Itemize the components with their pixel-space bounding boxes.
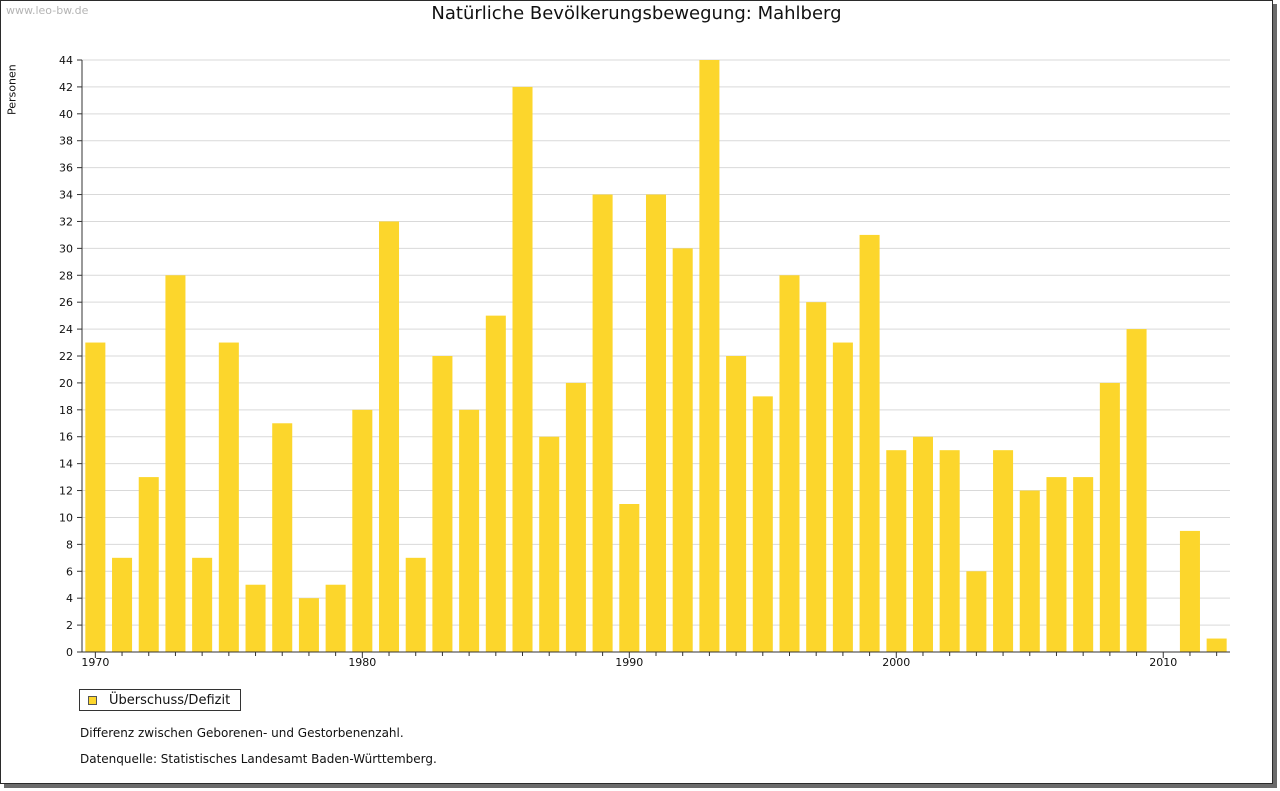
bar-1996 — [779, 275, 800, 652]
y-tick-label: 16 — [59, 431, 73, 444]
chart-title: Natürliche Bevölkerungsbewegung: Mahlber… — [431, 3, 842, 24]
y-tick-label: 42 — [59, 81, 73, 94]
bar-2011 — [1179, 530, 1200, 652]
bar-1970 — [85, 342, 106, 652]
bar-2009 — [1126, 329, 1147, 652]
bar-1998 — [832, 342, 853, 652]
y-tick-label: 30 — [59, 242, 73, 255]
bar-1997 — [806, 302, 827, 652]
bar-1988 — [565, 382, 586, 652]
y-tick-label: 18 — [59, 404, 73, 417]
bar-chart: 0246810121416182022242628303234363840424… — [59, 54, 1230, 669]
y-tick-label: 36 — [59, 162, 73, 175]
bar-1999 — [859, 234, 880, 652]
y-tick-label: 0 — [66, 646, 73, 659]
legend: Überschuss/Defizit — [79, 689, 242, 711]
bar-1976 — [245, 584, 266, 652]
bar-1981 — [379, 221, 400, 653]
bar-1990 — [619, 504, 640, 652]
bar-1983 — [432, 356, 453, 652]
x-tick-label: 1990 — [615, 656, 643, 669]
y-tick-label: 44 — [59, 54, 73, 67]
bar-1984 — [459, 409, 480, 652]
bar-2006 — [1046, 477, 1067, 652]
x-tick-label: 1970 — [81, 656, 109, 669]
y-tick-label: 34 — [59, 189, 73, 202]
bar-1974 — [192, 557, 213, 652]
bar-2005 — [1019, 490, 1040, 652]
bar-2000 — [886, 450, 907, 652]
bar-2003 — [966, 571, 987, 652]
bar-1982 — [405, 557, 426, 652]
axes — [77, 59, 1230, 658]
bar-1993 — [699, 60, 720, 652]
chart-description: Differenz zwischen Geborenen- und Gestor… — [80, 726, 404, 740]
bar-1987 — [539, 436, 560, 652]
bar-2007 — [1073, 477, 1094, 652]
y-tick-label: 6 — [66, 565, 73, 578]
data-source: Datenquelle: Statistisches Landesamt Bad… — [80, 752, 437, 766]
y-tick-label: 22 — [59, 350, 73, 363]
legend-label: Überschuss/Defizit — [109, 692, 231, 708]
y-tick-label: 10 — [59, 511, 73, 524]
legend-swatch — [88, 695, 97, 705]
y-tick-label: 32 — [59, 215, 73, 228]
bar-1995 — [752, 396, 773, 652]
bar-2008 — [1099, 382, 1120, 652]
x-tick-label: 1980 — [348, 656, 376, 669]
bar-1978 — [298, 598, 319, 652]
y-tick-labels: 0246810121416182022242628303234363840424… — [59, 54, 73, 659]
y-tick-label: 2 — [66, 619, 73, 632]
y-tick-label: 12 — [59, 485, 73, 498]
bar-1979 — [325, 584, 346, 652]
y-tick-label: 14 — [59, 458, 73, 471]
watermark: www.leo-bw.de — [6, 4, 89, 17]
bar-2001 — [912, 436, 933, 652]
y-tick-label: 24 — [59, 323, 73, 336]
bar-2004 — [993, 450, 1014, 652]
y-tick-label: 8 — [66, 538, 73, 551]
y-tick-label: 38 — [59, 135, 73, 148]
bar-1971 — [112, 557, 133, 652]
bar-1992 — [672, 248, 693, 652]
bar-1975 — [218, 342, 239, 652]
bar-2012 — [1206, 638, 1227, 652]
y-tick-label: 26 — [59, 296, 73, 309]
y-tick-label: 28 — [59, 269, 73, 282]
bar-1972 — [138, 477, 159, 652]
bar-1973 — [165, 275, 186, 652]
bar-1989 — [592, 194, 613, 652]
bar-2002 — [939, 450, 960, 652]
y-tick-label: 20 — [59, 377, 73, 390]
x-tick-label: 2010 — [1149, 656, 1177, 669]
bar-1994 — [726, 356, 747, 652]
bar-1977 — [272, 423, 293, 652]
bar-1991 — [645, 194, 667, 652]
x-tick-label: 2000 — [882, 656, 910, 669]
y-tick-label: 40 — [59, 108, 73, 121]
bar-1986 — [512, 86, 533, 653]
y-tick-label: 4 — [66, 592, 73, 605]
bars — [85, 60, 1227, 653]
bar-1980 — [352, 409, 373, 652]
bar-1985 — [485, 315, 506, 652]
x-tick-labels: 1970 1980 1990 2000 2010 — [81, 656, 1177, 669]
